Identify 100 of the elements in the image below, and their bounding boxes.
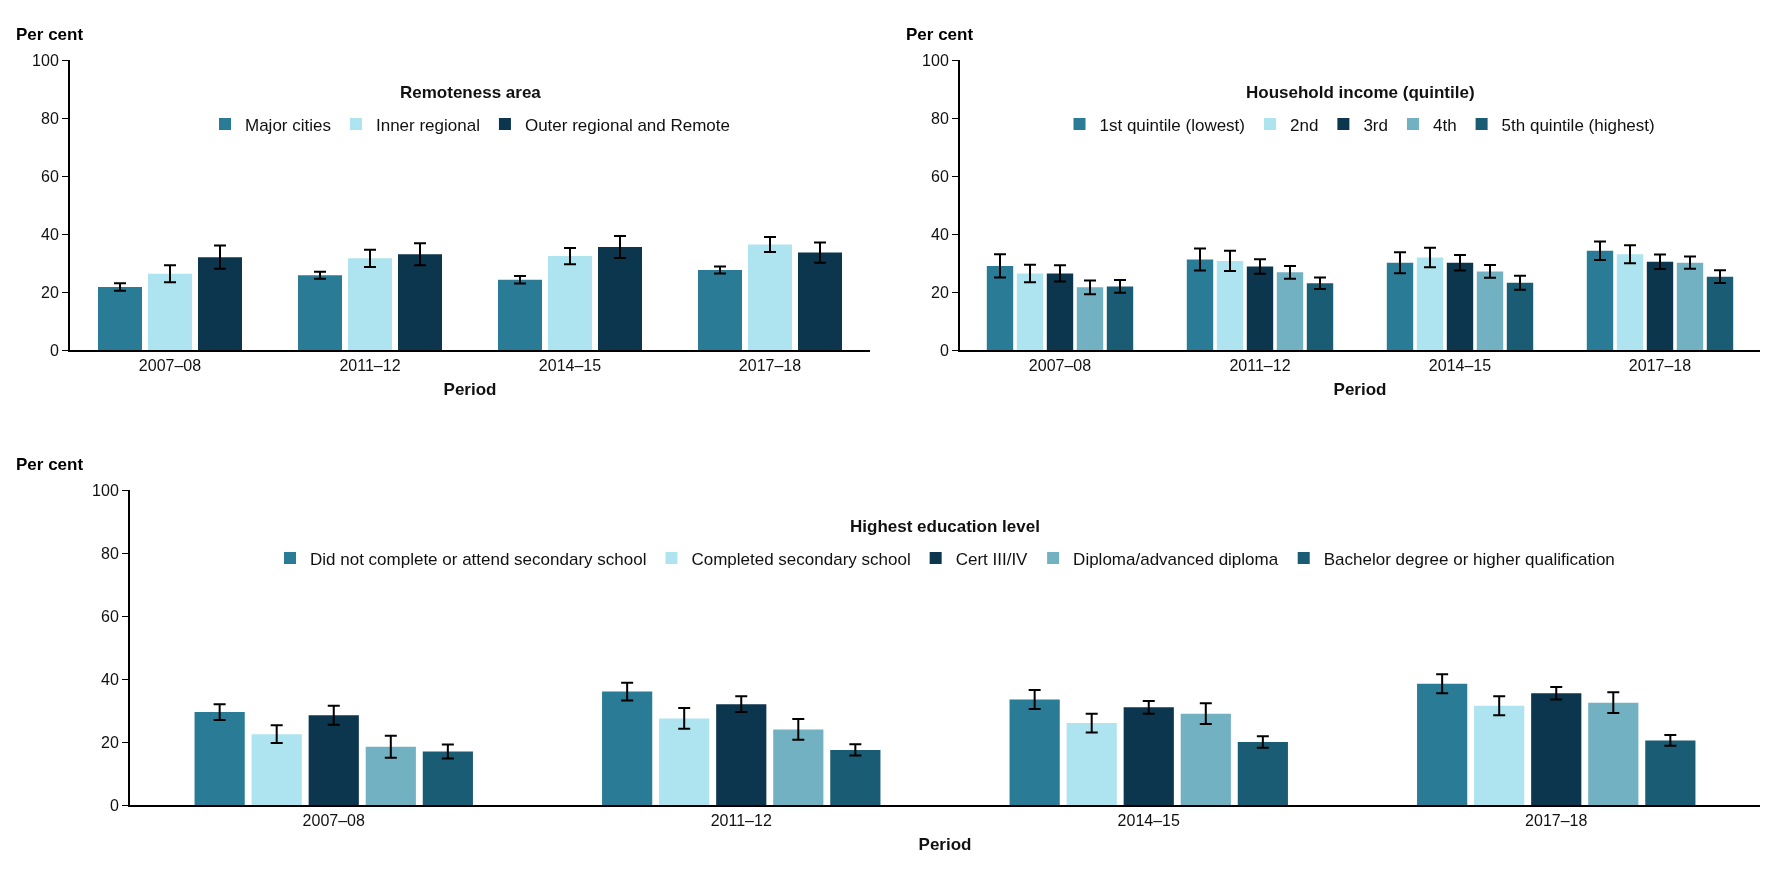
bar	[716, 704, 767, 805]
y-tick-label: 80	[41, 109, 59, 127]
y-tick-label: 60	[41, 167, 59, 185]
legend-label: Completed secondary school	[691, 549, 911, 569]
bar	[1531, 693, 1582, 805]
bar	[1237, 742, 1288, 805]
bar	[1474, 705, 1525, 805]
bar	[830, 749, 881, 805]
bar	[1276, 272, 1304, 350]
bar	[598, 247, 642, 350]
x-axis-title: Period	[443, 380, 497, 400]
y-tick-label: 0	[109, 796, 119, 814]
y-axis-title: Per cent	[16, 455, 84, 474]
bar	[348, 258, 392, 350]
legend-label: Inner regional	[375, 115, 480, 135]
bar	[1186, 259, 1214, 350]
legend-label: Major cities	[245, 115, 331, 135]
legend-label: Bachelor degree or higher qualification	[1323, 549, 1615, 569]
bar	[1306, 283, 1334, 350]
x-axis-title: Period	[918, 835, 972, 855]
bar	[1645, 740, 1696, 805]
y-tick-label: 80	[931, 109, 949, 127]
bar	[148, 273, 192, 350]
bar	[1616, 254, 1644, 350]
y-tick-label: 100	[32, 51, 59, 69]
bar	[1646, 261, 1674, 350]
bar	[1676, 262, 1704, 350]
y-tick-label: 20	[41, 283, 59, 301]
y-tick-label: 40	[931, 225, 949, 243]
bar	[1506, 282, 1534, 350]
bar	[1446, 262, 1474, 350]
bar	[498, 279, 542, 350]
bar	[1417, 683, 1468, 805]
y-tick-label: 100	[922, 51, 949, 69]
bar	[1066, 723, 1117, 805]
legend-title: Highest education level	[850, 517, 1040, 536]
y-tick-label: 60	[931, 167, 949, 185]
bar	[398, 254, 442, 350]
x-tick-label: 2011–12	[339, 357, 401, 375]
x-tick-label: 2014–15	[538, 357, 602, 375]
bar	[773, 729, 824, 805]
bar	[1016, 273, 1044, 350]
bar	[422, 751, 473, 805]
x-tick-label: 2014–15	[1428, 357, 1492, 375]
bar	[1476, 271, 1504, 350]
x-tick-label: 2017–18	[738, 357, 802, 375]
y-tick-label: 0	[939, 341, 949, 359]
legend-title: Remoteness area	[400, 83, 542, 102]
legend-label: 1st quintile (lowest)	[1099, 115, 1246, 135]
bar	[798, 252, 842, 350]
bar	[548, 256, 592, 350]
x-tick-label: 2014–15	[1117, 812, 1180, 830]
legend-label: 3rd	[1363, 115, 1388, 135]
bar	[365, 746, 416, 805]
legend-label: 2nd	[1290, 115, 1319, 135]
y-tick-label: 60	[101, 607, 119, 625]
bar	[98, 287, 142, 350]
bar	[1046, 273, 1074, 350]
bar	[308, 715, 359, 805]
legend-label: 4th	[1432, 115, 1457, 135]
y-tick-label: 80	[101, 544, 119, 562]
legend-title: Household income (quintile)	[1246, 83, 1475, 102]
x-tick-label: 2011–12	[1229, 357, 1291, 375]
legend-label: Cert III/IV	[955, 549, 1029, 569]
bar	[1180, 713, 1231, 805]
bar	[1386, 262, 1414, 350]
y-tick-label: 100	[92, 481, 119, 499]
y-tick-label: 0	[49, 341, 59, 359]
bar	[659, 718, 710, 805]
bar	[198, 257, 242, 350]
bar	[986, 265, 1014, 350]
y-axis-title: Per cent	[16, 25, 84, 44]
x-tick-label: 2017–18	[1525, 812, 1588, 830]
bar	[602, 691, 653, 805]
bar	[1586, 250, 1614, 350]
bar	[1246, 266, 1274, 350]
legend-label: Did not complete or attend secondary school	[310, 549, 647, 569]
bar	[698, 269, 742, 350]
bar	[748, 244, 792, 350]
bar	[1216, 260, 1244, 350]
y-axis-title: Per cent	[906, 25, 974, 44]
legend-label: Outer regional and Remote	[524, 115, 730, 135]
x-tick-label: 2017–18	[1628, 357, 1692, 375]
y-tick-label: 20	[931, 283, 949, 301]
x-tick-label: 2007–08	[1028, 357, 1092, 375]
bar	[1106, 286, 1134, 350]
bar	[1588, 702, 1639, 805]
x-tick-label: 2007–08	[138, 357, 202, 375]
x-tick-label: 2007–08	[302, 812, 365, 830]
bar	[298, 275, 342, 350]
y-tick-label: 20	[101, 733, 119, 751]
y-tick-label: 40	[41, 225, 59, 243]
x-tick-label: 2011–12	[710, 812, 772, 830]
bar	[1123, 707, 1174, 805]
bar	[1009, 699, 1060, 805]
x-axis-title: Period	[1333, 380, 1387, 400]
bar	[251, 734, 302, 805]
legend-label: Diploma/advanced diploma	[1073, 549, 1279, 569]
bar	[1416, 257, 1444, 350]
bar	[1706, 276, 1734, 350]
